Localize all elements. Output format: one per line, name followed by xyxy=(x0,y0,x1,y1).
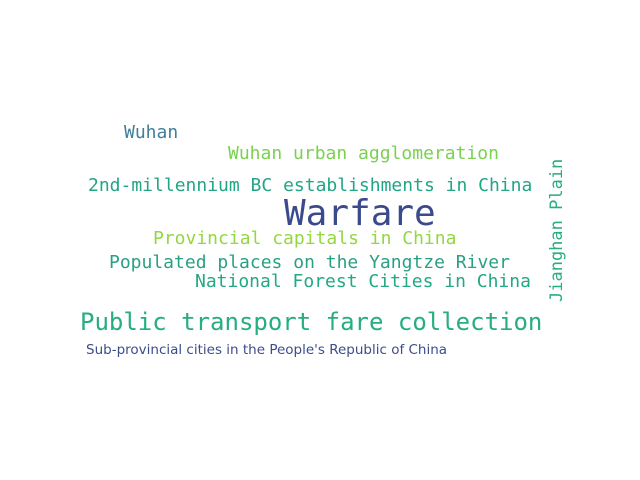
word-wuhan-urban-agglomeration: Wuhan urban agglomeration xyxy=(228,143,499,164)
word-sub-provincial-cities: Sub-provincial cities in the People's Re… xyxy=(86,342,448,358)
word-public-transport-fare: Public transport fare collection xyxy=(80,308,543,336)
word-national-forest-cities: National Forest Cities in China xyxy=(195,271,531,292)
word-warfare: Warfare xyxy=(284,193,436,234)
word-jianghan-plain: Jianghan Plain xyxy=(547,158,567,302)
word-wuhan: Wuhan xyxy=(124,122,179,143)
word-populated-places-yangtze: Populated places on the Yangtze River xyxy=(109,252,510,273)
word-provincial-capitals: Provincial capitals in China xyxy=(153,228,457,249)
word-2nd-millennium-bc: 2nd-millennium BC establishments in Chin… xyxy=(88,175,533,196)
